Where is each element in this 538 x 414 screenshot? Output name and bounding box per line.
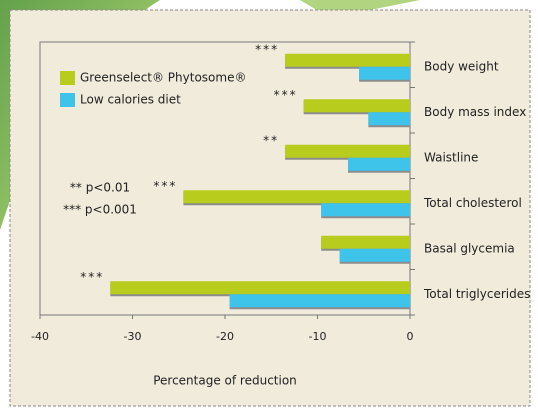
legend-swatch [60, 93, 75, 107]
significance-label: ** [263, 133, 279, 147]
x-tick-label: -10 [309, 330, 327, 343]
significance-label: *** [274, 88, 298, 102]
significance-label: *** [255, 42, 279, 56]
category-label: Total cholesterol [423, 196, 522, 210]
legend-label: Low calories diet [80, 93, 181, 107]
bar [285, 144, 410, 158]
bar [110, 281, 411, 295]
legend-swatch [60, 71, 75, 85]
category-label: Waistline [424, 150, 478, 164]
bar [339, 248, 410, 262]
category-label: Body mass index [424, 105, 526, 119]
significance-label: *** [80, 270, 104, 284]
bar [303, 99, 410, 113]
legend-label: Greenselect® Phytosome® [80, 71, 246, 85]
footnote: ** p<0.01 [70, 181, 130, 195]
bar [359, 66, 410, 80]
x-tick-label: -20 [216, 330, 234, 343]
category-label: Basal glycemia [424, 241, 515, 255]
bar [348, 157, 410, 171]
bar [321, 203, 410, 217]
x-axis-title: Percentage of reduction [153, 374, 297, 388]
category-label: Body weight [424, 59, 499, 73]
bar [368, 112, 410, 126]
x-tick-label: -40 [31, 330, 49, 343]
bar [321, 235, 410, 249]
bar [285, 53, 410, 67]
panel [9, 9, 531, 407]
footnote: *** p<0.001 [63, 203, 137, 217]
x-tick-label: -30 [124, 330, 142, 343]
x-tick-label: 0 [407, 330, 414, 343]
bar [229, 294, 410, 308]
bar [183, 190, 410, 204]
significance-label: *** [153, 179, 177, 193]
category-label: Total triglycerides [423, 287, 530, 301]
